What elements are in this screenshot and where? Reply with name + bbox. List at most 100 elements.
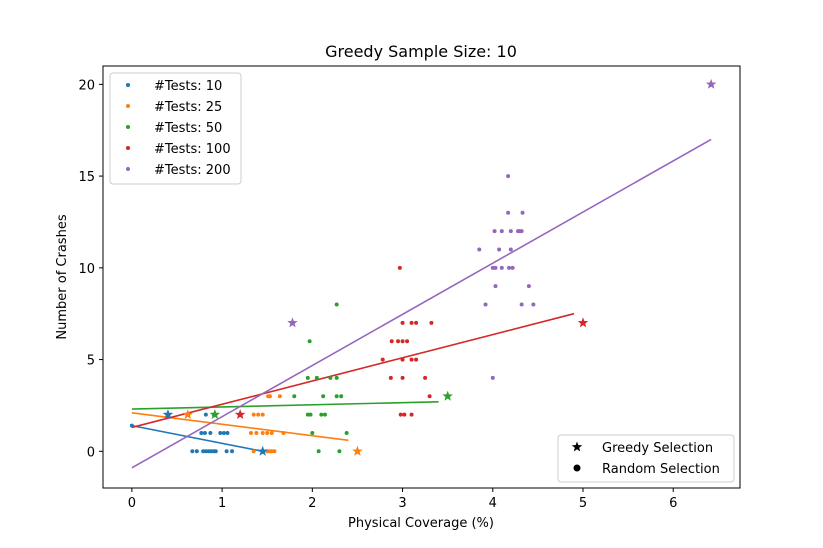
random-point — [510, 265, 515, 270]
random-point — [520, 210, 525, 215]
random-point — [507, 265, 512, 270]
random-point — [208, 430, 213, 435]
legend-dot-icon — [573, 464, 581, 472]
random-point — [409, 357, 414, 362]
fit-line-series-4 — [131, 312, 575, 429]
random-point — [267, 394, 272, 399]
y-tick-label: 10 — [78, 262, 95, 277]
y-tick-label: 20 — [78, 78, 95, 93]
y-tick-label: 0 — [87, 445, 95, 460]
marker-legend-label: Greedy Selection — [602, 441, 713, 456]
random-point — [292, 394, 297, 399]
random-point — [322, 412, 327, 417]
greedy-point — [209, 409, 221, 420]
y-tick-label: 15 — [78, 170, 95, 185]
random-point — [508, 229, 513, 234]
legend-box — [109, 72, 242, 185]
random-point — [519, 302, 524, 307]
random-point — [396, 339, 401, 344]
random-point — [400, 357, 405, 362]
random-point — [260, 430, 265, 435]
random-point — [400, 339, 405, 344]
random-point — [397, 265, 402, 270]
fit-lines — [131, 138, 712, 469]
random-point — [256, 412, 261, 417]
random-point — [427, 394, 432, 399]
random-points — [129, 174, 536, 454]
legend-marker — [126, 125, 130, 129]
random-point — [254, 430, 259, 435]
random-point — [526, 284, 531, 289]
random-point — [225, 430, 230, 435]
random-point — [405, 339, 410, 344]
legend-label: #Tests: 10 — [154, 79, 222, 94]
marker-legend-box — [557, 434, 735, 483]
fit-line-series-3 — [131, 400, 439, 410]
random-point — [194, 449, 199, 454]
random-point — [230, 449, 235, 454]
marker-legend: Greedy Selection Random Selection — [557, 434, 735, 483]
random-point — [260, 412, 265, 417]
x-tick-label: 1 — [218, 496, 226, 511]
random-point — [265, 430, 270, 435]
legend-marker — [126, 83, 130, 87]
y-axis-label: Number of Crashes — [55, 214, 70, 339]
random-point — [398, 412, 403, 417]
random-point — [269, 430, 274, 435]
random-point — [389, 339, 394, 344]
random-point — [402, 412, 407, 417]
random-point — [380, 357, 385, 362]
random-point — [499, 229, 504, 234]
random-point — [492, 229, 497, 234]
random-point — [314, 375, 319, 380]
random-point — [400, 375, 405, 380]
legend-label: #Tests: 100 — [154, 142, 231, 157]
fit-line-series-5 — [131, 138, 712, 469]
random-point — [218, 430, 223, 435]
x-axis: 0 1 2 3 4 5 6 — [128, 488, 677, 511]
random-point — [316, 449, 321, 454]
random-point — [334, 302, 339, 307]
random-point — [519, 229, 524, 234]
x-tick-label: 2 — [308, 496, 316, 511]
random-point — [334, 375, 339, 380]
legend-marker — [126, 146, 130, 150]
legend-marker — [126, 104, 130, 108]
x-tick-label: 5 — [579, 496, 587, 511]
random-point — [281, 430, 286, 435]
greedy-point — [234, 409, 246, 420]
random-point — [308, 412, 313, 417]
legend-marker — [126, 167, 130, 171]
random-point — [307, 339, 312, 344]
x-tick-label: 0 — [128, 496, 136, 511]
greedy-point — [287, 317, 298, 328]
marker-legend-label: Random Selection — [602, 462, 720, 477]
x-axis-label: Physical Coverage (%) — [348, 516, 494, 531]
random-point — [388, 375, 393, 380]
x-tick-label: 3 — [398, 496, 406, 511]
random-point — [429, 320, 434, 325]
random-point — [483, 302, 488, 307]
legend-label: #Tests: 50 — [154, 121, 222, 136]
random-point — [334, 394, 339, 399]
random-point — [251, 412, 256, 417]
random-point — [497, 247, 502, 252]
greedy-point — [257, 445, 268, 456]
random-point — [506, 174, 511, 179]
random-point — [477, 247, 482, 252]
random-point — [203, 412, 208, 417]
x-tick-label: 4 — [489, 496, 497, 511]
greedy-point — [577, 317, 589, 328]
greedy-points — [162, 78, 717, 456]
random-point — [199, 430, 204, 435]
legend-star-icon — [571, 441, 583, 452]
random-point — [499, 265, 504, 270]
random-point — [272, 449, 277, 454]
random-point — [251, 449, 256, 454]
random-point — [409, 412, 414, 417]
chart-title: Greedy Sample Size: 10 — [325, 42, 517, 61]
random-point — [400, 320, 405, 325]
random-point — [202, 430, 207, 435]
random-point — [224, 449, 229, 454]
